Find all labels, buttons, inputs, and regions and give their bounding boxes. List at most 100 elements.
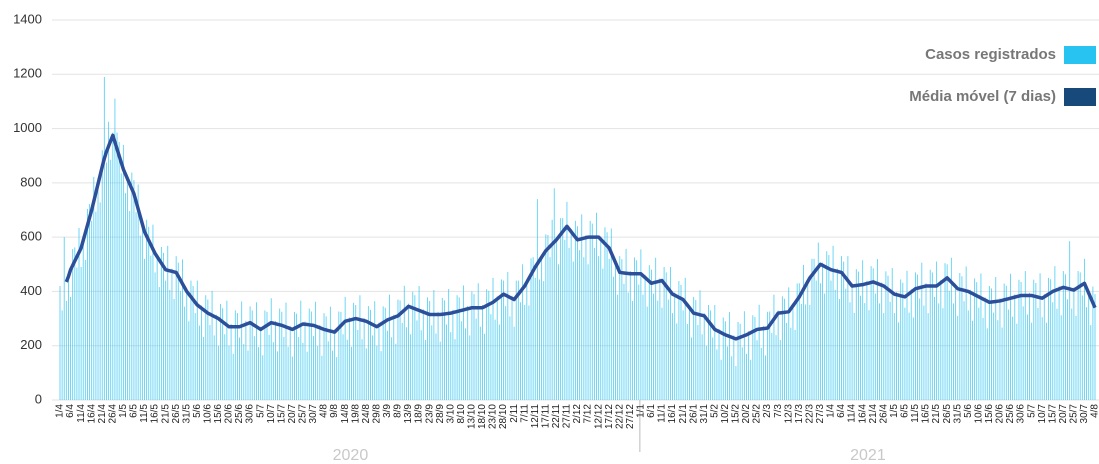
bar <box>296 313 298 400</box>
bar <box>209 325 211 400</box>
x-tick-label: 20/6 <box>224 404 235 424</box>
bar <box>384 307 386 400</box>
bar <box>562 218 564 400</box>
x-tick-label: 20/7 <box>287 404 298 424</box>
bar <box>754 316 756 400</box>
x-tick-label: 22/12 <box>614 404 625 429</box>
bar <box>917 274 919 400</box>
bar <box>167 245 169 400</box>
bar <box>382 306 384 400</box>
bar <box>465 328 467 400</box>
bar <box>663 267 665 400</box>
bar <box>912 317 914 400</box>
bar <box>431 325 433 400</box>
bar <box>498 324 500 400</box>
bar <box>152 224 154 400</box>
bar <box>298 337 300 400</box>
bar <box>940 280 942 400</box>
bar <box>560 218 562 400</box>
bar <box>957 315 959 400</box>
x-tick-label: 5/6 <box>192 404 203 418</box>
bar <box>507 271 509 400</box>
bar <box>236 313 238 400</box>
bar <box>805 304 807 400</box>
bar <box>171 268 173 400</box>
bar <box>824 293 826 400</box>
bar <box>137 184 139 400</box>
bar <box>885 271 887 400</box>
bar <box>427 297 428 400</box>
bar <box>583 257 585 400</box>
bar <box>1020 281 1022 400</box>
bar <box>629 271 631 400</box>
bar <box>285 302 287 400</box>
bar <box>110 159 112 400</box>
bar <box>946 264 948 400</box>
bar <box>294 312 295 400</box>
bar <box>889 301 891 400</box>
bar <box>887 275 889 400</box>
bar <box>215 314 217 400</box>
year-label: 2021 <box>850 447 886 464</box>
x-tick-label: 3/9 <box>382 404 393 418</box>
bar <box>386 330 388 400</box>
bar <box>222 308 224 400</box>
bar <box>596 212 597 400</box>
bar <box>1064 274 1066 400</box>
bar <box>177 262 179 400</box>
bar <box>798 283 800 400</box>
bar <box>253 336 255 400</box>
bar <box>154 272 156 400</box>
x-tick-label: 27/11 <box>562 404 573 429</box>
x-tick-label: 10/6 <box>973 404 984 424</box>
x-tick-label: 11/5 <box>910 404 921 423</box>
x-tick-label: 15/6 <box>984 404 995 424</box>
bar <box>811 258 813 400</box>
bar <box>1018 279 1020 400</box>
bar <box>925 283 927 400</box>
bar <box>374 301 376 400</box>
bar <box>389 294 390 400</box>
bar <box>636 260 638 400</box>
x-tick-label: 29/8 <box>371 404 382 424</box>
x-tick-label: 12/11 <box>530 404 541 429</box>
bar <box>612 276 614 400</box>
bar <box>621 259 623 400</box>
y-tick-label: 1000 <box>13 120 42 135</box>
bar <box>304 321 306 400</box>
bar <box>300 300 302 400</box>
bar <box>1007 309 1009 400</box>
bar <box>737 321 739 400</box>
x-tick-label: 11/5 <box>139 404 150 423</box>
bar <box>327 341 329 400</box>
x-tick-label: 16/1 <box>667 404 678 424</box>
bar <box>788 287 790 400</box>
y-tick-label: 800 <box>20 174 42 189</box>
x-tick-label: 6/5 <box>900 404 911 418</box>
bar <box>338 311 340 400</box>
bar <box>232 353 234 400</box>
bar <box>883 313 885 400</box>
bar <box>984 297 986 400</box>
bar <box>921 262 923 400</box>
bar <box>363 318 365 400</box>
bar <box>268 334 270 400</box>
bar <box>169 289 171 400</box>
bar <box>262 355 264 400</box>
bar <box>739 323 741 400</box>
bar <box>847 256 849 400</box>
bar <box>239 337 240 400</box>
bar <box>669 267 671 400</box>
bar <box>731 356 733 400</box>
bar <box>697 325 699 400</box>
bar <box>593 248 595 400</box>
x-tick-label: 21/1 <box>678 404 689 424</box>
bar <box>287 346 289 400</box>
bar <box>564 239 566 400</box>
bar <box>114 98 116 400</box>
bar <box>860 295 861 400</box>
bar <box>329 306 331 400</box>
bar <box>769 311 771 400</box>
bar <box>243 344 245 400</box>
bar <box>249 306 251 400</box>
